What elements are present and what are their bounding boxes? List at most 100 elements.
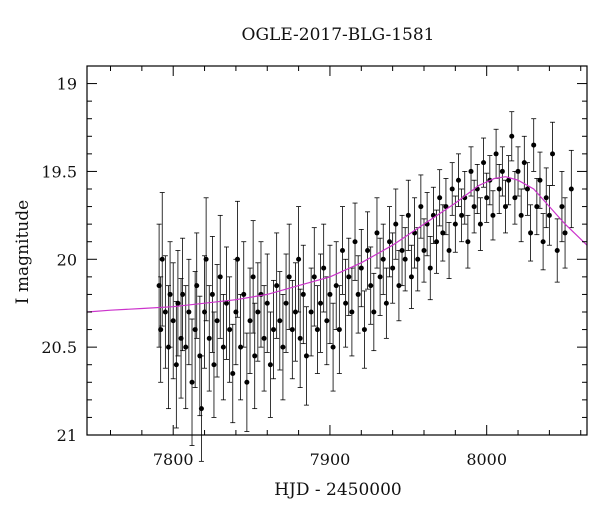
data-point bbox=[518, 188, 524, 243]
data-marker bbox=[280, 344, 286, 350]
data-point bbox=[361, 290, 367, 369]
data-point bbox=[540, 213, 546, 271]
data-marker bbox=[247, 318, 253, 324]
data-marker bbox=[308, 309, 314, 315]
data-point bbox=[371, 272, 377, 352]
data-point bbox=[180, 237, 186, 352]
data-marker bbox=[484, 195, 490, 201]
data-point bbox=[412, 197, 418, 269]
data-marker bbox=[368, 283, 374, 289]
data-point bbox=[468, 146, 474, 197]
data-point bbox=[515, 146, 521, 197]
data-point bbox=[321, 223, 327, 313]
x-tick-label: 8000 bbox=[466, 450, 507, 469]
data-point bbox=[349, 267, 355, 357]
data-marker bbox=[437, 195, 443, 201]
data-point bbox=[396, 250, 402, 322]
data-point bbox=[280, 294, 286, 401]
data-marker bbox=[405, 212, 411, 218]
data-point bbox=[300, 244, 306, 345]
data-marker bbox=[434, 239, 440, 245]
data-point bbox=[502, 179, 508, 234]
data-marker bbox=[175, 300, 181, 306]
data-point bbox=[261, 285, 267, 392]
data-marker bbox=[267, 362, 273, 368]
data-marker bbox=[162, 309, 168, 315]
data-marker bbox=[496, 186, 502, 192]
data-point bbox=[247, 267, 253, 374]
data-point bbox=[209, 236, 215, 353]
data-point bbox=[506, 155, 512, 206]
data-point bbox=[374, 197, 380, 269]
data-marker bbox=[383, 300, 389, 306]
data-point bbox=[449, 162, 455, 216]
data-marker bbox=[493, 151, 499, 157]
data-marker bbox=[546, 212, 552, 218]
data-marker bbox=[173, 362, 179, 368]
data-point bbox=[167, 241, 173, 348]
x-tick-label: 7900 bbox=[310, 450, 351, 469]
model-curve bbox=[86, 176, 588, 313]
data-marker bbox=[490, 212, 496, 218]
data-marker bbox=[531, 142, 537, 148]
data-marker bbox=[459, 212, 465, 218]
data-marker bbox=[512, 195, 518, 201]
data-marker bbox=[502, 204, 508, 210]
data-marker bbox=[286, 274, 292, 280]
data-point bbox=[343, 258, 349, 348]
data-marker bbox=[296, 256, 302, 262]
data-point bbox=[554, 218, 560, 283]
data-marker bbox=[537, 177, 543, 183]
data-marker bbox=[189, 379, 195, 385]
data-marker bbox=[349, 309, 355, 315]
data-marker bbox=[449, 186, 455, 192]
data-point bbox=[365, 211, 371, 290]
data-point bbox=[198, 355, 204, 462]
data-marker bbox=[421, 248, 427, 253]
data-marker bbox=[352, 239, 358, 245]
data-point bbox=[528, 204, 534, 262]
data-point bbox=[336, 285, 342, 374]
data-point bbox=[559, 171, 565, 243]
data-point bbox=[252, 302, 258, 410]
data-marker bbox=[230, 371, 236, 376]
data-point bbox=[255, 262, 261, 362]
data-marker bbox=[471, 204, 477, 210]
data-marker bbox=[540, 239, 546, 245]
data-marker bbox=[311, 274, 317, 280]
data-point bbox=[244, 332, 250, 432]
data-point bbox=[183, 285, 189, 410]
data-marker bbox=[186, 309, 192, 315]
data-marker bbox=[170, 318, 176, 324]
plot-frame bbox=[86, 65, 588, 436]
data-marker bbox=[518, 212, 524, 218]
data-marker bbox=[318, 300, 324, 306]
data-marker bbox=[481, 160, 487, 166]
data-point bbox=[452, 195, 458, 253]
data-marker bbox=[261, 335, 267, 341]
data-point bbox=[380, 223, 386, 295]
data-marker bbox=[297, 335, 303, 341]
data-point bbox=[223, 246, 229, 360]
data-marker bbox=[183, 344, 189, 350]
data-marker bbox=[227, 327, 233, 333]
data-point bbox=[437, 169, 443, 227]
data-point bbox=[220, 294, 226, 401]
data-point bbox=[562, 197, 568, 269]
data-marker bbox=[303, 353, 309, 359]
data-point bbox=[405, 179, 411, 251]
data-point bbox=[327, 244, 333, 345]
data-point bbox=[399, 214, 405, 287]
data-marker bbox=[399, 248, 405, 253]
data-marker bbox=[387, 239, 393, 245]
data-point bbox=[418, 174, 424, 239]
data-marker bbox=[206, 335, 212, 341]
data-point bbox=[296, 206, 302, 313]
plot-area: 7800 7900 8000 19 19.5 20 20.5 21 bbox=[41, 65, 588, 469]
data-marker bbox=[380, 256, 386, 262]
data-marker bbox=[346, 274, 352, 280]
data-point bbox=[173, 301, 179, 429]
data-marker bbox=[289, 327, 295, 333]
data-marker bbox=[314, 327, 320, 333]
data-marker bbox=[211, 362, 217, 368]
